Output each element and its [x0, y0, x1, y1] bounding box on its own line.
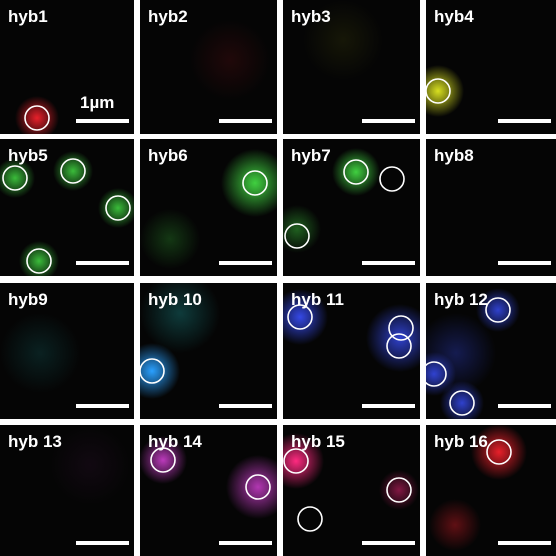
- spot-marker: [245, 474, 271, 500]
- panel: hyb5: [0, 139, 134, 276]
- spot-marker: [449, 390, 475, 416]
- fluorescent-spot: [140, 436, 187, 484]
- scale-bar: [76, 404, 129, 408]
- scale-bar: [76, 119, 129, 123]
- panel-label: hyb1: [8, 7, 48, 26]
- spot-marker: [2, 165, 28, 191]
- fluorescent-spot: [50, 425, 130, 505]
- fluorescent-spot: [283, 205, 321, 253]
- panel-label: hyb 12: [434, 290, 488, 309]
- scale-bar: [362, 404, 415, 408]
- panel: hyb 10: [140, 283, 277, 419]
- fluorescent-spot: [19, 241, 59, 276]
- panel-label: hyb 15: [291, 432, 345, 451]
- scale-bar: [498, 541, 551, 545]
- panel: hyb 16: [426, 425, 556, 556]
- scale-bar: [219, 119, 272, 123]
- scale-bar: [219, 404, 272, 408]
- spot-marker: [386, 477, 412, 503]
- fluorescent-spot: [15, 96, 59, 134]
- panel: hyb 13: [0, 425, 134, 556]
- fluorescent-spot: [429, 499, 481, 551]
- panel-label: hyb 13: [8, 432, 62, 451]
- scale-bar: [362, 261, 415, 265]
- scale-label: 1µm: [80, 93, 114, 112]
- fluorescent-spot: [226, 455, 277, 519]
- fluorescent-spot: [303, 0, 383, 80]
- panel-label: hyb9: [8, 290, 48, 309]
- panel-label: hyb5: [8, 146, 48, 165]
- panel: hyb 14: [140, 425, 277, 556]
- panel: hyb6: [140, 139, 277, 276]
- panel: hyb9: [0, 283, 134, 419]
- panel: hyb 15: [283, 425, 420, 556]
- panel: hyb2: [140, 0, 277, 134]
- scale-bar: [498, 404, 551, 408]
- fluorescent-spot: [140, 343, 180, 399]
- panel-label: hyb6: [148, 146, 188, 165]
- panel-label: hyb8: [434, 146, 474, 165]
- panel: hyb1 1µm: [0, 0, 134, 134]
- spot-marker: [26, 248, 52, 274]
- panel: hyb3: [283, 0, 420, 134]
- fluorescent-spot: [283, 289, 328, 345]
- panel-label: hyb 10: [148, 290, 202, 309]
- panel: hyb4: [426, 0, 556, 134]
- spot-marker: [485, 297, 511, 323]
- fluorescent-spot: [190, 20, 270, 100]
- panel: hyb 11: [283, 283, 420, 419]
- panel-label: hyb3: [291, 7, 331, 26]
- fluorescent-spot: [332, 148, 380, 196]
- panel-label: hyb 16: [434, 432, 488, 451]
- spot-marker: [283, 448, 309, 474]
- fluorescent-spot: [471, 425, 527, 480]
- spot-marker: [242, 170, 268, 196]
- fluorescent-spot: [221, 149, 277, 217]
- spot-marker: [343, 159, 369, 185]
- panel-label: hyb 11: [291, 290, 344, 309]
- fluorescent-spot: [379, 470, 419, 510]
- spot-marker: [426, 361, 447, 387]
- scale-bar: [76, 541, 129, 545]
- spot-marker: [140, 358, 165, 384]
- scale-bar: [498, 119, 551, 123]
- fluorescent-spot: [426, 65, 464, 117]
- scale-bar: [362, 119, 415, 123]
- scale-bar: [219, 261, 272, 265]
- panel: hyb 12: [426, 283, 556, 419]
- spot-marker: [388, 315, 414, 341]
- panel-background: [426, 139, 556, 276]
- spot-marker: [426, 78, 451, 104]
- fluorescent-spot: [0, 313, 80, 393]
- fluorescent-spot: [426, 313, 496, 393]
- spot-marker: [379, 166, 405, 192]
- spot-marker: [386, 333, 412, 359]
- fluorescent-spot: [140, 209, 200, 269]
- scale-bar: [76, 261, 129, 265]
- fluorescent-spot: [476, 288, 520, 332]
- fluorescent-spot: [283, 433, 324, 489]
- panel: hyb8: [426, 139, 556, 276]
- spot-marker: [60, 158, 86, 184]
- scale-bar: [498, 261, 551, 265]
- panel-label: hyb4: [434, 7, 474, 26]
- panel-label: hyb2: [148, 7, 188, 26]
- spot-marker: [105, 195, 131, 221]
- panel: hyb7: [283, 139, 420, 276]
- fluorescent-spot: [140, 283, 220, 353]
- panel-label: hyb7: [291, 146, 331, 165]
- spot-marker: [287, 304, 313, 330]
- spot-marker: [24, 105, 50, 131]
- scale-bar: [362, 541, 415, 545]
- spot-marker: [486, 439, 512, 465]
- fluorescent-spot: [98, 188, 134, 228]
- spot-marker: [284, 223, 310, 249]
- panel-label: hyb 14: [148, 432, 202, 451]
- fluorescent-spot: [53, 151, 93, 191]
- spot-marker: [150, 447, 176, 473]
- scale-bar: [219, 541, 272, 545]
- spot-marker: [297, 506, 323, 532]
